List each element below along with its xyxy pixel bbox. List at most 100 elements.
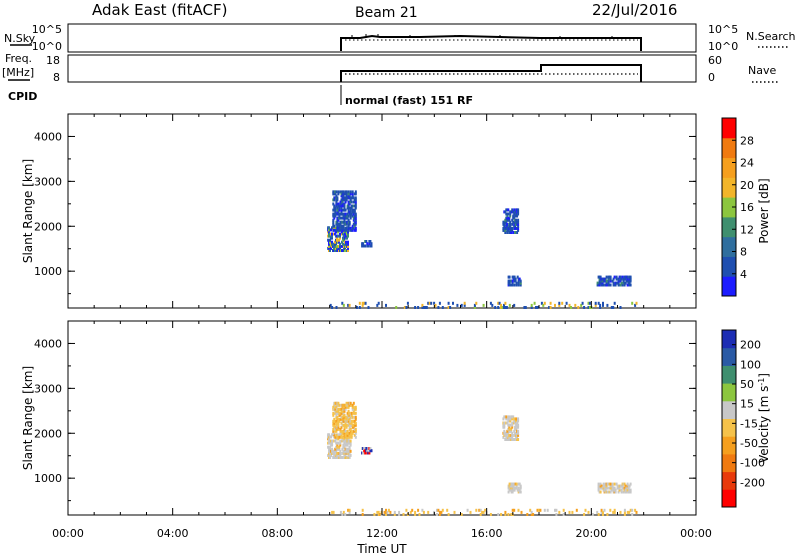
power-echo-cell	[368, 242, 371, 246]
velocity-echo-cell	[351, 431, 354, 435]
power-echo-cell	[561, 301, 564, 305]
velocity-echo-cell	[597, 482, 600, 486]
power-echo-cell	[511, 281, 514, 285]
power-echo-cell	[349, 208, 352, 212]
power-echo-cell	[536, 306, 539, 309]
velocity-echo-cell	[511, 417, 514, 421]
velocity-echo-cell	[405, 508, 408, 512]
power-echo-cell	[497, 301, 500, 305]
power-echo-cell	[349, 214, 352, 218]
power-echo-cell	[629, 279, 632, 283]
velocity-echo-cell	[341, 437, 344, 441]
velocity-echo-cell	[349, 449, 352, 453]
power-echo-cell	[335, 194, 338, 198]
power-echo-cell	[334, 214, 337, 218]
velocity-echo-cell	[340, 433, 343, 437]
velocity-echo-cell	[340, 421, 343, 425]
power-echo-cell	[597, 301, 600, 305]
velocity-echo-cell	[332, 427, 335, 431]
frequency-panel: Freq. [MHz] 18 8 60 0 Nave	[2, 52, 780, 84]
power-echo-cell	[602, 303, 604, 307]
velocity-echo-cell	[345, 447, 348, 451]
power-echo-cell	[345, 198, 348, 202]
velocity-echo-cell	[622, 490, 625, 494]
velocity-echo-cell	[383, 510, 386, 514]
power-echo-cell	[354, 192, 357, 196]
velocity-echo-cell	[618, 486, 621, 490]
velocity-echo-cell	[497, 513, 500, 516]
velocity-echo-cell	[334, 407, 337, 411]
power-echo-cell	[587, 306, 590, 309]
velocity-echo-cell	[515, 484, 518, 488]
power-echo-cell	[348, 222, 351, 226]
power-echo-cell	[517, 220, 520, 224]
velocity-echo-cell	[516, 435, 519, 439]
power-echo-cell	[347, 232, 349, 236]
power-echo-cell	[500, 303, 503, 307]
velocity-echo-cell	[611, 484, 614, 488]
power-echo-cell	[349, 190, 352, 194]
power-echo-cell	[369, 244, 372, 248]
velocity-echo-cell	[515, 419, 518, 423]
power-echo-cell	[509, 224, 512, 228]
velocity-echo-cell	[327, 445, 330, 449]
velocity-echo-cell	[514, 482, 517, 486]
velocity-echo-cell	[511, 423, 514, 427]
power-echo-cell	[354, 206, 357, 210]
velocity-echo-cell	[354, 431, 357, 435]
power-echo-cell	[350, 206, 353, 210]
power-echo-cell	[335, 200, 338, 204]
velocity-echo-cell	[343, 413, 346, 417]
velocity-echo-cell	[629, 482, 632, 486]
velocity-echo-cell	[446, 508, 449, 512]
power-echo-cell	[452, 301, 454, 305]
velocity-echo-cell	[503, 421, 506, 425]
velocity-echo-cell	[511, 435, 514, 439]
power-echo-cell	[347, 220, 350, 224]
velocity-echo-cell	[513, 417, 516, 421]
velocity-echo-cell	[613, 482, 616, 486]
velocity-echo-cell	[362, 451, 365, 455]
power-echo-cell	[594, 301, 597, 305]
velocity-echo-cell	[515, 423, 518, 427]
velocity-echo-cell	[609, 482, 612, 486]
power-echo-cell	[343, 198, 346, 202]
velocity-echo-cell	[341, 447, 344, 451]
velocity-echo-cell	[513, 419, 516, 423]
power-echo-cell	[494, 306, 497, 309]
power-echo-cell	[617, 277, 620, 281]
power-echo-cell	[344, 246, 346, 250]
velocity-echo-cell	[343, 417, 346, 421]
power-echo-cell	[504, 301, 507, 305]
power-echo-cell	[354, 222, 357, 226]
velocity-echo-cell	[562, 508, 565, 512]
velocity-echo-cell	[345, 423, 348, 427]
velocity-echo-cell	[393, 513, 396, 516]
power-echo-cell	[514, 224, 517, 228]
power-echo-cell	[513, 216, 516, 220]
power-echo-cell	[343, 238, 345, 242]
velocity-echo-cell	[629, 490, 632, 494]
power-echo-cell	[508, 216, 511, 220]
velocity-echo-cell	[386, 510, 389, 514]
velocity-echo-cell	[555, 508, 558, 512]
power-colorbar-cell	[722, 197, 736, 218]
beam-title: Beam 21	[355, 5, 418, 21]
power-echo-cell	[353, 208, 356, 212]
power-echo-cell	[345, 192, 348, 196]
velocity-echo-cell	[344, 421, 347, 425]
power-echo-cell	[335, 306, 338, 309]
velocity-echo-cell	[337, 437, 340, 441]
power-echo-cell	[351, 224, 354, 228]
velocity-echo-cell	[447, 513, 450, 516]
power-echo-cell	[351, 190, 354, 194]
power-echo-cell	[333, 228, 336, 232]
power-echo-cell	[609, 275, 612, 279]
velocity-echo-cell	[361, 513, 364, 516]
power-echo-cell	[433, 301, 436, 305]
power-echo-cell	[438, 301, 441, 305]
velocity-echo-cell	[339, 443, 342, 447]
velocity-echo-cell	[606, 513, 609, 516]
power-echo-cell	[354, 214, 357, 218]
power-echo-cell	[345, 190, 348, 194]
